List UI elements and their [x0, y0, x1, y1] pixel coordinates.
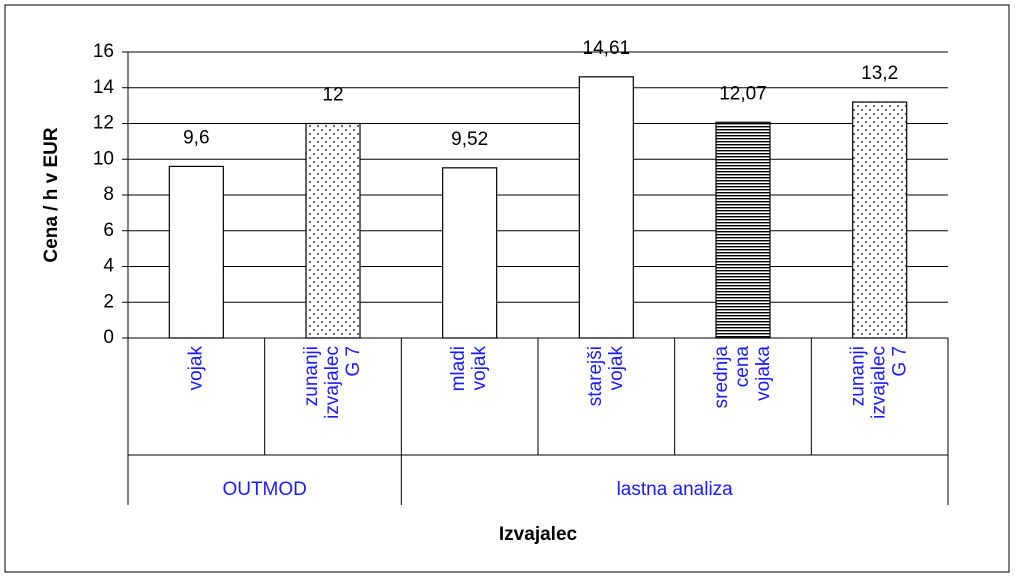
x-tick-label: izvajalec	[869, 346, 890, 419]
x-tick-label: izvajalec	[322, 346, 343, 419]
bar	[305, 122, 361, 339]
value-label: 14,61	[583, 38, 631, 59]
x-tick-label: srednja	[711, 346, 732, 409]
bar	[442, 167, 498, 339]
x-tick-label: vojak	[606, 346, 627, 391]
bar	[715, 121, 771, 339]
bar	[852, 101, 908, 339]
group-label: lastna analiza	[617, 479, 734, 500]
bar	[168, 165, 224, 339]
y-tick-label: 16	[93, 41, 114, 62]
y-tick-label: 2	[103, 291, 114, 312]
y-tick-label: 10	[93, 148, 114, 169]
value-label: 13,2	[861, 63, 898, 84]
y-axis-title: Cena / h v EUR	[41, 127, 62, 262]
value-label: 9,52	[451, 129, 488, 150]
y-tick-label: 14	[93, 77, 115, 98]
group-label: OUTMOD	[222, 479, 306, 500]
x-tick-label: vojak	[185, 346, 206, 391]
y-tick-label: 0	[103, 327, 114, 348]
x-axis-title: Izvajalec	[499, 524, 578, 545]
value-label: 12,07	[719, 83, 767, 104]
value-label: 9,6	[183, 127, 209, 148]
y-tick-label: 4	[103, 256, 114, 277]
x-tick-label: starejši	[585, 346, 606, 406]
y-tick-label: 6	[103, 220, 114, 241]
x-tick-label: G 7	[890, 346, 911, 377]
x-tick-label: mladi	[448, 346, 469, 391]
value-label: 12	[322, 85, 343, 106]
y-tick-label: 8	[103, 184, 114, 205]
x-tick-label: vojaka	[753, 346, 774, 401]
y-tick-label: 12	[93, 113, 114, 134]
x-tick-label: vojak	[469, 346, 490, 391]
x-tick-label: cena	[732, 346, 753, 388]
x-tick-label: zunanji	[301, 346, 322, 406]
bar	[578, 76, 634, 339]
x-tick-label: zunanji	[848, 346, 869, 406]
x-tick-label: G 7	[343, 346, 364, 377]
